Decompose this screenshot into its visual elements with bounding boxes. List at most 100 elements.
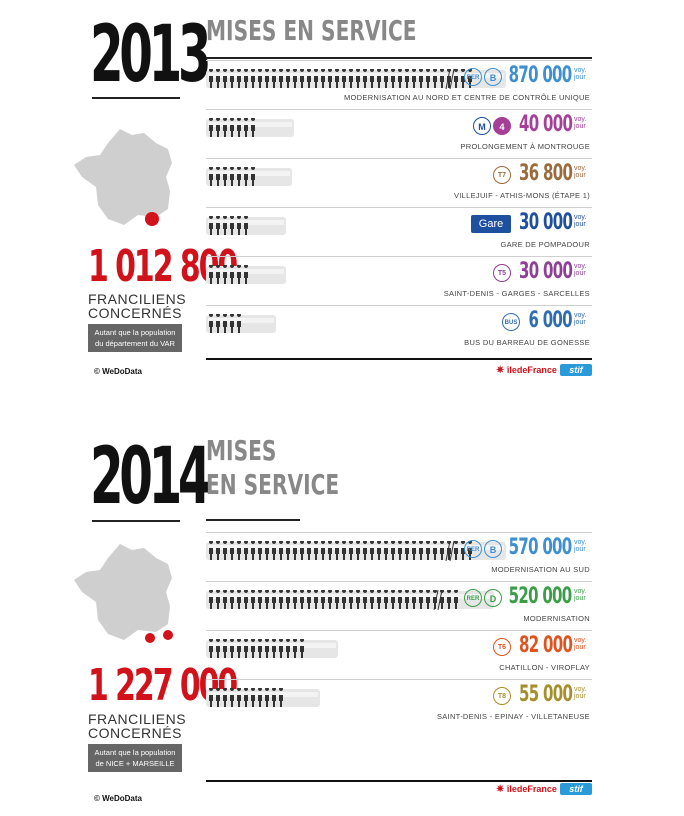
unit-line-2: jour <box>574 172 586 179</box>
network-badge: RER <box>464 540 482 558</box>
line-badge: T6 <box>493 638 511 656</box>
bar-train-window <box>208 269 284 274</box>
bar-people <box>209 541 472 560</box>
unit-label: voy. jour <box>574 588 590 602</box>
bar-people <box>209 216 248 235</box>
unit-line-1: voy. <box>574 67 587 74</box>
unit-line-1: voy. <box>574 312 587 319</box>
bar-people <box>209 688 283 707</box>
bar <box>206 314 276 333</box>
unit-line-2: jour <box>574 644 586 651</box>
bar-people <box>209 590 458 609</box>
bar-people <box>209 167 255 186</box>
bar-people <box>209 265 248 284</box>
unit-line-1: voy. <box>574 165 587 172</box>
unit-label: voy. jour <box>574 214 590 228</box>
service-row: 4 M 40 000 voy. jour PROLONGEMENT À MONTROUGE <box>206 109 592 159</box>
service-row: T8 55 000 voy. jour SAINT-DENIS - EPINAY - V… <box>206 679 592 729</box>
bar-train-window <box>208 692 318 697</box>
bar-train-window <box>208 122 292 127</box>
bar <box>206 167 292 186</box>
service-row: T6 82 000 voy. jour CHATILLON - VIROFLAY <box>206 630 592 680</box>
unit-line-2: jour <box>574 221 586 228</box>
unit-line-2: jour <box>574 74 586 81</box>
service-row: Gare 30 000 voy. jour GARE DE POMPADOUR <box>206 207 592 257</box>
line-badge: 4 <box>493 117 511 135</box>
section-title-line-1: MISES <box>206 434 277 467</box>
service-row: B RER 870 000 voy. jour MODERNISATION AU NORD… <box>206 60 592 110</box>
service-row: BUS 6 000 voy. jour BUS DU BARREAU DE GONESS… <box>206 305 592 355</box>
line-badge: T7 <box>493 166 511 184</box>
line-badge: B <box>484 540 502 558</box>
row-caption: BUS DU BARREAU DE GONESSE <box>464 338 590 347</box>
bar <box>206 216 286 235</box>
unit-label: voy. jour <box>574 637 590 651</box>
row-caption: MODERNISATION AU SUD <box>491 565 590 574</box>
line-badge: BUS <box>502 313 520 331</box>
section-title: MISES EN SERVICE <box>206 14 417 47</box>
people-label-2: CONCERNÉS <box>88 725 182 741</box>
data-label: 870 000 <box>509 63 573 88</box>
unit-label: voy. jour <box>574 686 590 700</box>
data-label: 570 000 <box>509 535 573 560</box>
axis-break-mark <box>445 69 455 89</box>
line-badge: T5 <box>493 264 511 282</box>
year-underline <box>92 520 180 522</box>
unit-line-2: jour <box>574 270 586 277</box>
bottom-rule <box>206 780 592 782</box>
population-note-line-1: Autant que la population <box>94 328 176 337</box>
population-note: Autant que la population de NICE + MARSE… <box>88 744 182 772</box>
line-badge: B <box>484 68 502 86</box>
people-label-1: FRANCILIENS <box>88 711 187 727</box>
bar <box>206 639 338 658</box>
bottom-rule <box>206 358 592 360</box>
unit-label: voy. jour <box>574 312 590 326</box>
population-note-line-1: Autant que la population <box>94 748 176 757</box>
bar-train-window <box>208 594 492 599</box>
unit-label: voy. jour <box>574 116 590 130</box>
network-badge: RER <box>464 68 482 86</box>
year-title: 2013 <box>90 10 212 100</box>
bar-people <box>209 118 255 137</box>
network-badge: RER <box>464 589 482 607</box>
unit-line-1: voy. <box>574 686 587 693</box>
axis-break-mark <box>433 590 443 610</box>
copyright: © WeDoData <box>94 367 142 376</box>
unit-line-1: voy. <box>574 116 587 123</box>
population-note: Autant que la population du département … <box>88 324 182 352</box>
france-map-icon <box>74 544 173 643</box>
unit-line-2: jour <box>574 123 586 130</box>
unit-line-1: voy. <box>574 637 587 644</box>
unit-line-1: voy. <box>574 539 587 546</box>
bar <box>206 265 286 284</box>
service-rows: B RER 870 000 voy. jour MODERNISATION AU NORD… <box>206 60 592 356</box>
unit-label: voy. jour <box>574 165 590 179</box>
stif-logo: stif <box>560 364 592 376</box>
unit-line-2: jour <box>574 693 586 700</box>
bar <box>206 688 320 707</box>
service-row: T5 30 000 voy. jour SAINT-DENIS - GARGES - S… <box>206 256 592 306</box>
data-label: 55 000 <box>518 682 573 707</box>
data-label: 40 000 <box>518 112 573 137</box>
population-note-line-2: du département du VAR <box>95 339 175 348</box>
row-caption: SAINT-DENIS - GARGES - SARCELLES <box>443 289 590 298</box>
service-row: B RER 570 000 voy. jour MODERNISATION AU SUD <box>206 532 592 582</box>
section-title-line-2: EN SERVICE <box>206 467 340 501</box>
line-badge: T8 <box>493 687 511 705</box>
year-title: 2014 <box>90 432 212 522</box>
gare-badge: Gare <box>471 215 511 233</box>
row-caption: GARE DE POMPADOUR <box>500 240 590 249</box>
bar <box>206 69 506 89</box>
bar-train-window <box>208 318 274 323</box>
stif-logo: stif <box>560 783 592 795</box>
bar-people <box>209 314 241 333</box>
unit-line-2: jour <box>574 319 586 326</box>
axis-break-mark <box>445 541 455 561</box>
row-caption: SAINT-DENIS - EPINAY - VILLETANEUSE <box>436 712 590 721</box>
panel-2014: 2014 MISES EN SERVICE 1 227 000 FRANCILI… <box>0 420 684 816</box>
data-label: 30 000 <box>518 210 573 235</box>
bar-train-window <box>208 643 336 648</box>
row-caption: MODERNISATION AU NORD ET CENTRE DE CONTR… <box>344 93 590 102</box>
people-label-1: FRANCILIENS <box>88 291 187 307</box>
unit-line-1: voy. <box>574 263 587 270</box>
